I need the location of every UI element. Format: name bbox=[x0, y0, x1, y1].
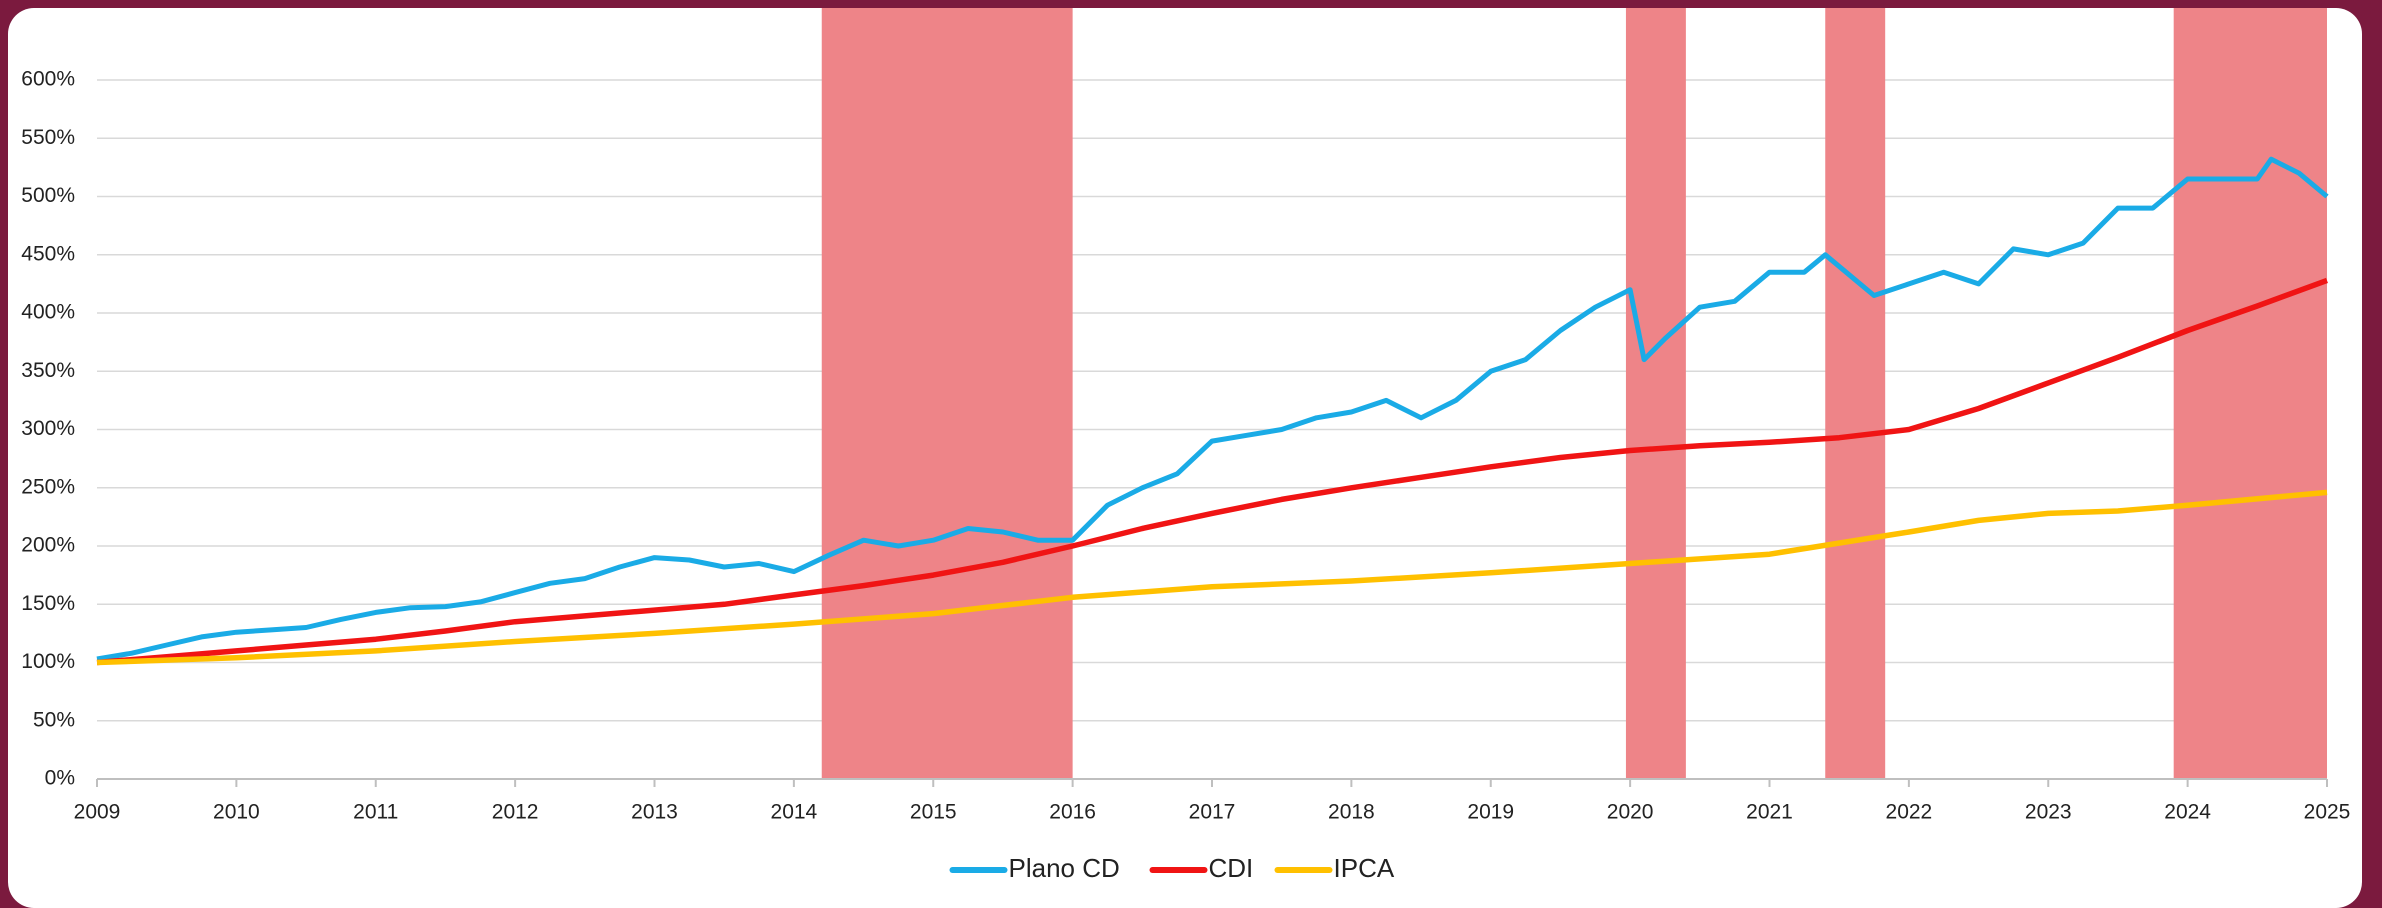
y-tick-label: 350% bbox=[21, 359, 75, 382]
series-line bbox=[96, 277, 2328, 666]
legend-label: IPCA bbox=[1334, 853, 1395, 883]
y-tick-label: 250% bbox=[21, 475, 75, 498]
x-tick-label: 2015 bbox=[910, 801, 957, 824]
x-tick-label: 2011 bbox=[353, 801, 398, 824]
x-tick-label: 2010 bbox=[213, 801, 260, 824]
x-tick-label: 2012 bbox=[492, 801, 539, 824]
chart-card: 0% 50% 100% 150% 200% 250% 300% 350% 400% 450% 500… bbox=[8, 8, 2362, 908]
series-line bbox=[96, 156, 2329, 662]
legend: Plano CD CDI IPCA bbox=[949, 853, 1395, 883]
legend-label: CDI bbox=[1209, 853, 1254, 883]
x-tick-label: 2025 bbox=[2304, 801, 2351, 824]
x-tick-label: 2014 bbox=[771, 801, 818, 824]
y-tick-label: 100% bbox=[21, 650, 75, 673]
page: 0% 50% 100% 150% 200% 250% 300% 350% 400% 450% 500… bbox=[8, 8, 2362, 908]
x-tick-label: 2013 bbox=[631, 801, 678, 824]
y-tick-label: 600% bbox=[21, 68, 75, 91]
x-tick-label: 2019 bbox=[1467, 801, 1514, 824]
y-tick-label: 550% bbox=[21, 126, 75, 149]
shaded-region bbox=[1625, 8, 1686, 779]
x-tick-label: 2018 bbox=[1328, 801, 1375, 824]
series-line bbox=[96, 489, 2328, 666]
shaded-region bbox=[821, 8, 1073, 779]
y-tick-label: 0% bbox=[45, 767, 75, 790]
x-tick-label: 2022 bbox=[1886, 801, 1933, 824]
y-tick-label: 400% bbox=[21, 301, 75, 324]
x-tick-label: 2016 bbox=[1049, 801, 1096, 824]
y-tick-label: 300% bbox=[21, 417, 75, 440]
y-tick-label: 450% bbox=[21, 242, 75, 265]
x-tick-label: 2021 bbox=[1746, 801, 1793, 824]
y-tick-label: 50% bbox=[33, 708, 75, 731]
shaded-region bbox=[1825, 8, 1886, 779]
legend-label: Plano CD bbox=[1009, 853, 1120, 883]
y-tick-label: 150% bbox=[21, 592, 75, 615]
x-tick-label: 2020 bbox=[1607, 801, 1654, 824]
x-tick-label: 2024 bbox=[2164, 801, 2211, 824]
x-tick-label: 2009 bbox=[74, 801, 121, 824]
y-tick-label: 200% bbox=[21, 534, 75, 557]
y-tick-label: 500% bbox=[21, 184, 75, 207]
x-tick-label: 2017 bbox=[1189, 801, 1236, 824]
chart: 0% 50% 100% 150% 200% 250% 300% 350% 400% 450% 500… bbox=[21, 8, 2351, 883]
shaded-region bbox=[2173, 8, 2327, 779]
x-tick-label: 2023 bbox=[2025, 801, 2072, 824]
